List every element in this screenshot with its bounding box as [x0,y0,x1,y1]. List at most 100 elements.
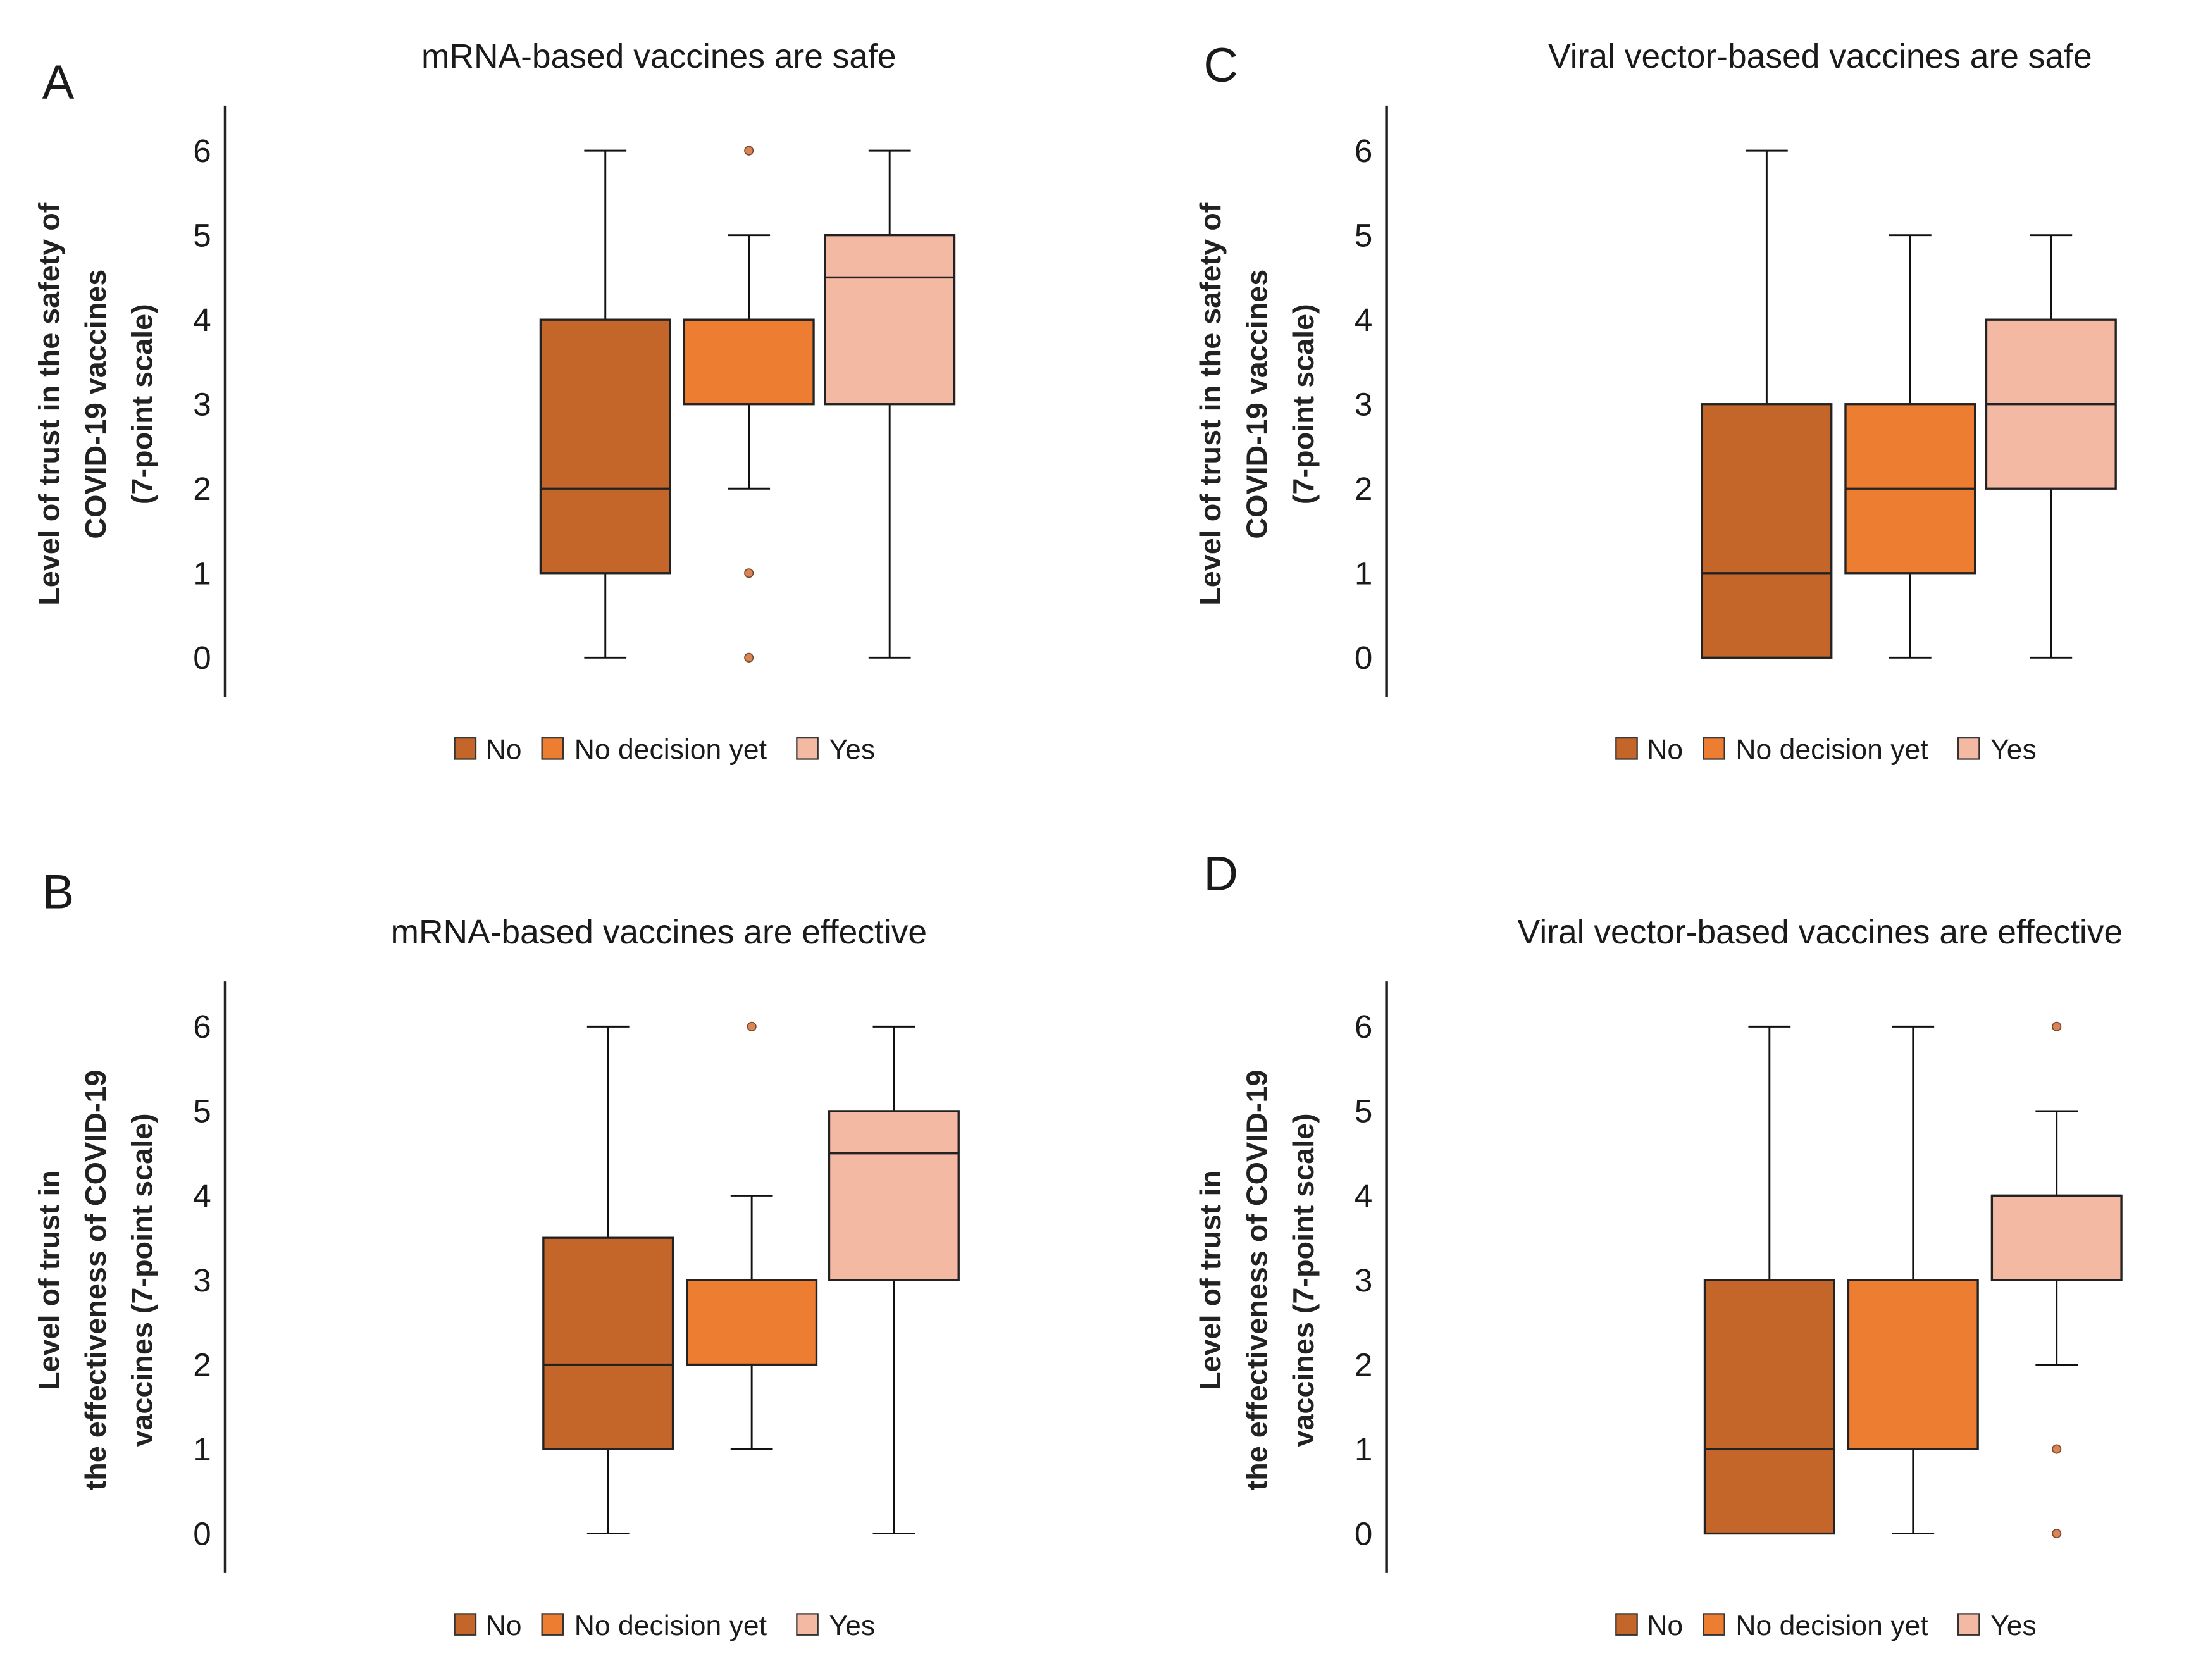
outlier-point [2052,1021,2062,1031]
box-iqr [542,1236,674,1450]
legend-swatch [1615,1613,1638,1636]
legend-swatch [796,1613,819,1636]
y-tick-label: 1 [193,1431,211,1467]
legend-swatch [1615,737,1638,760]
legend-swatch [541,1613,564,1636]
legend-label: No [486,735,522,766]
legend-swatch [796,737,819,760]
y-tick-label: 1 [1355,1431,1372,1467]
y-tick-label: 2 [1355,1347,1372,1383]
y-axis-label: (7-point scale) [1287,304,1320,504]
box-iqr [828,1110,960,1281]
box-yes [828,1025,960,1534]
box-iqr [686,1279,818,1366]
y-tick-label: 1 [193,556,211,592]
legend-swatch [1703,737,1725,760]
legend-label: No decision yet [574,735,767,766]
y-tick-label: 5 [1355,1093,1372,1129]
box-iqr [1701,403,1833,659]
y-tick-label: 4 [193,302,211,338]
y-tick-label: 2 [193,471,211,507]
box-no [542,1025,674,1534]
legend-swatch [1957,737,1980,760]
y-axis-label: the effectiveness of COVID-19 [1241,1070,1274,1491]
box-no-decision-yet [1844,234,1976,659]
box-no-decision-yet [686,1021,818,1450]
box-no [1701,149,1833,659]
box-iqr [1847,1279,1979,1450]
outlier-point [2052,1528,2062,1539]
box-iqr [539,318,671,575]
outlier-point [744,652,754,663]
legend-swatch [454,1613,477,1636]
legend-label: Yes [829,735,876,766]
y-tick-label: 5 [193,1093,211,1129]
y-axis-label: COVID-19 vaccines [79,270,112,539]
box-yes [1990,1021,2123,1539]
y-tick-label: 0 [193,1515,211,1552]
legend-swatch [1957,1613,1980,1636]
outlier-point [747,1021,757,1031]
legend-swatch [454,737,477,760]
panel-C: C Viral vector-based vaccines are safe Lev… [1194,38,2117,766]
outlier-point [744,146,754,156]
y-axis-label: vaccines (7-point scale) [125,1113,158,1447]
legend-swatch [1703,1613,1725,1636]
box-yes [824,149,956,659]
box-iqr [1703,1279,1835,1535]
y-axis-label: Level of trust in the safety of [32,202,65,606]
y-tick-label: 6 [193,133,211,169]
legend-label: Yes [1990,1610,2037,1641]
panel-letter: D [1203,847,1238,900]
legend: No No decision yet Yes [1615,1610,2037,1641]
chart-title: Viral vector-based vaccines are effectiv… [1518,914,2123,951]
y-tick-label: 6 [193,1009,211,1045]
y-tick-label: 2 [1355,471,1372,507]
y-tick-label: 3 [1355,1262,1372,1298]
legend-label: No [1647,735,1683,766]
legend-label: No [486,1610,522,1641]
y-tick-label: 4 [1355,1178,1372,1214]
panel-letter: C [1203,39,1238,92]
y-tick-label: 2 [193,1347,211,1383]
y-tick-label: 6 [1355,1009,1372,1045]
box-no [1703,1025,1835,1535]
chart-title: mRNA-based vaccines are safe [421,38,896,75]
box-yes [1985,234,2117,659]
outlier-point [744,568,754,578]
y-tick-label: 3 [193,1262,211,1298]
y-axis-label: vaccines (7-point scale) [1287,1113,1320,1447]
y-tick-label: 4 [193,1178,211,1214]
y-tick-label: 0 [1355,1515,1372,1552]
panel-letter: B [42,866,74,919]
y-axis-label: Level of trust in the safety of [1194,202,1227,606]
panel-letter: A [42,56,75,109]
chart-title: mRNA-based vaccines are effective [390,914,927,951]
legend: No No decision yet Yes [454,1610,875,1641]
legend-label: No [1647,1610,1683,1641]
outlier-point [2052,1444,2062,1454]
legend-label: Yes [1990,735,2037,766]
legend: No No decision yet Yes [1615,735,2037,766]
y-axis-label: the effectiveness of COVID-19 [79,1070,112,1491]
y-tick-label: 6 [1355,133,1372,169]
box-iqr [683,318,815,406]
box-no-decision-yet [1847,1025,1979,1534]
box-iqr [824,233,956,406]
legend: No No decision yet Yes [454,735,876,766]
y-axis-label: Level of trust in [1194,1170,1227,1390]
y-tick-label: 4 [1355,302,1372,338]
y-axis-label: (7-point scale) [125,304,158,504]
y-tick-label: 1 [1355,556,1372,592]
legend-label: No decision yet [1735,1610,1928,1641]
y-axis-label: Level of trust in [32,1170,65,1390]
legend-label: No decision yet [1735,735,1928,766]
y-tick-label: 3 [193,387,211,423]
box-iqr [1990,1194,2123,1281]
chart-title: Viral vector-based vaccines are safe [1548,38,2092,75]
y-tick-label: 3 [1355,387,1372,423]
box-no [539,149,671,659]
